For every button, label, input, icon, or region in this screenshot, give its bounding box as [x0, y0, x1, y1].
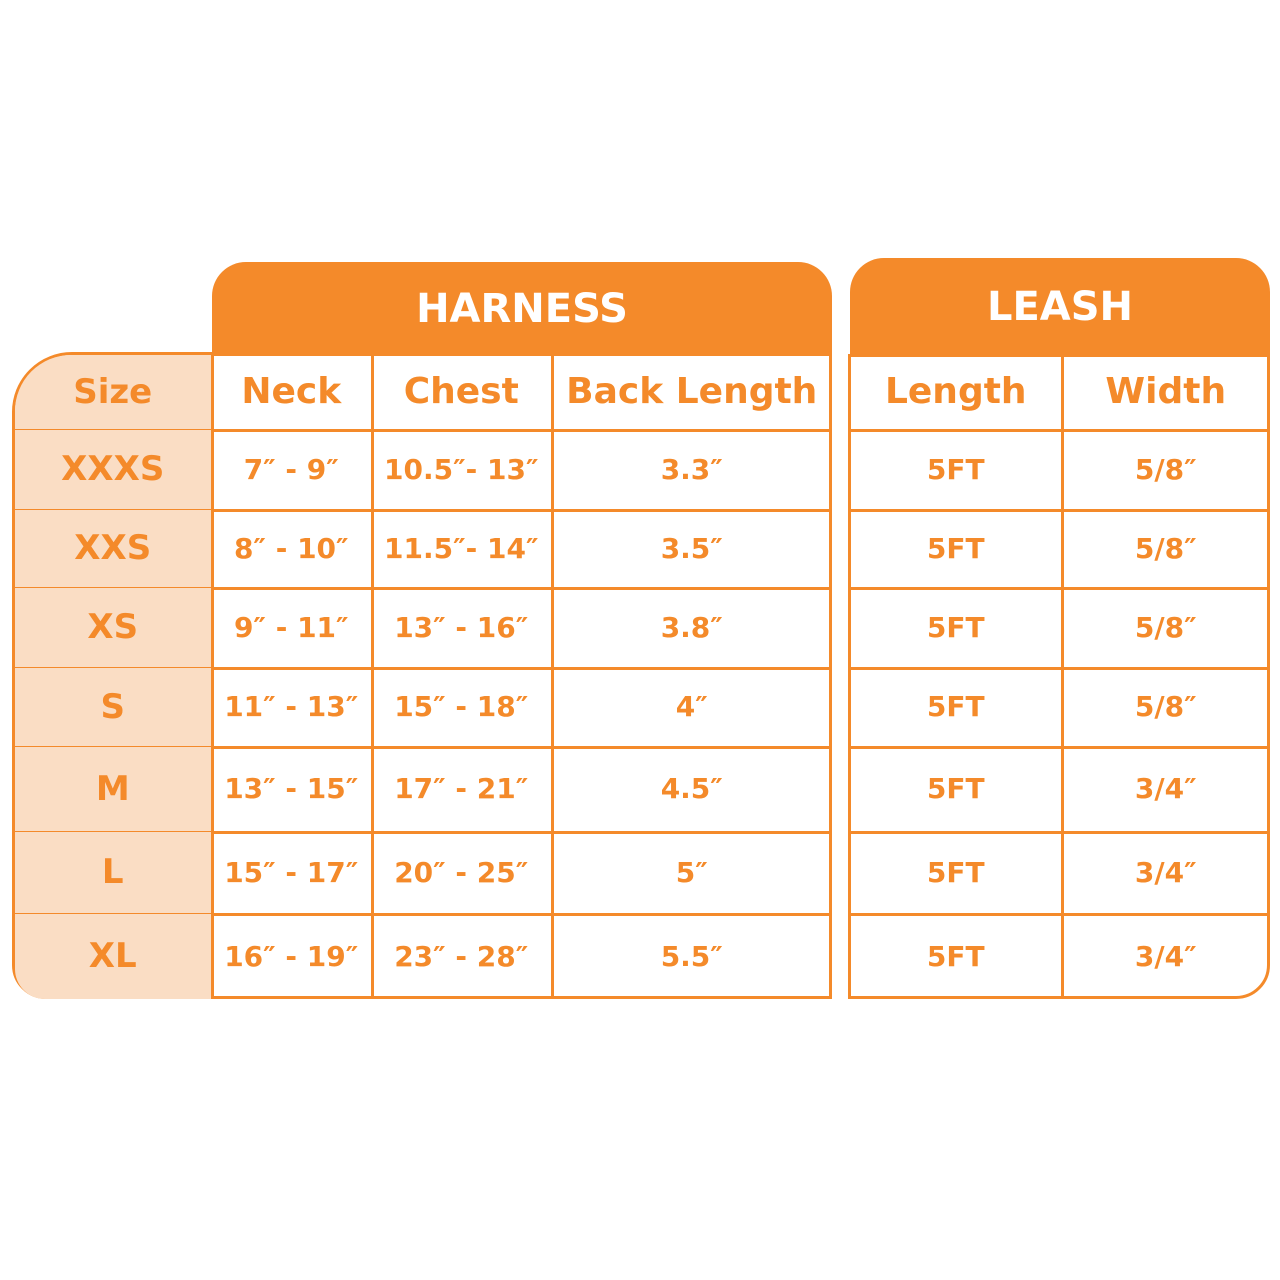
- table-cell: 5FT: [851, 668, 1064, 749]
- table-cell: 5FT: [851, 588, 1064, 670]
- table-cell: 3.8″: [552, 588, 832, 670]
- table-cell: 8″ - 10″: [212, 510, 374, 590]
- header-chest: Chest: [372, 355, 554, 432]
- table-cell: 11″ - 13″: [212, 668, 374, 749]
- size-label: XS: [15, 588, 214, 670]
- table-cell: 5FT: [851, 510, 1064, 590]
- table-cell: 5/8″: [1062, 668, 1270, 749]
- table-cell: 7″ - 9″: [212, 430, 374, 512]
- header-leash-length: Length: [851, 355, 1064, 432]
- harness-table: [12, 352, 832, 999]
- table-cell: 17″ - 21″: [372, 747, 554, 834]
- table-cell: 23″ - 28″: [372, 914, 554, 999]
- table-cell: 5FT: [851, 832, 1064, 916]
- header-back-length: Back Length: [552, 355, 832, 432]
- table-cell: 20″ - 25″: [372, 832, 554, 916]
- table-cell: 3.3″: [552, 430, 832, 512]
- header-neck: Neck: [212, 355, 374, 432]
- leash-title: LEASH: [850, 258, 1270, 356]
- table-cell: 15″ - 17″: [212, 832, 374, 916]
- size-label: L: [15, 832, 214, 916]
- table-cell: 5FT: [851, 430, 1064, 512]
- harness-title: HARNESS: [212, 262, 832, 356]
- table-cell: 13″ - 15″: [212, 747, 374, 834]
- table-cell: 11.5″- 14″: [372, 510, 554, 590]
- table-cell: 5FT: [851, 914, 1064, 999]
- header-leash-width: Width: [1062, 355, 1270, 432]
- size-label: S: [15, 668, 214, 749]
- table-cell: 9″ - 11″: [212, 588, 374, 670]
- table-cell: 3.5″: [552, 510, 832, 590]
- table-cell: 5.5″: [660, 939, 723, 973]
- table-cell: 16″ - 19″: [212, 914, 374, 999]
- table-cell: 5/8″: [1062, 430, 1270, 512]
- table-cell: 4.5″: [552, 747, 832, 834]
- table-cell: 3/4″: [1062, 747, 1270, 834]
- table-cell: 13″ - 16″: [372, 588, 554, 670]
- size-label: XL: [15, 914, 214, 999]
- size-label: M: [15, 747, 214, 834]
- table-cell: 5FT: [851, 747, 1064, 834]
- table-cell: 15″ - 18″: [372, 668, 554, 749]
- size-label: XXXS: [15, 430, 214, 512]
- table-cell: 5″: [552, 832, 832, 916]
- header-size: Size: [15, 355, 214, 432]
- table-cell: 5/8″: [1062, 510, 1270, 590]
- table-cell: 10.5″- 13″: [372, 430, 554, 512]
- table-cell: 3/4″: [1134, 939, 1197, 973]
- table-cell: 4″: [552, 668, 832, 749]
- table-cell: 3/4″: [1062, 832, 1270, 916]
- table-cell: 5/8″: [1062, 588, 1270, 670]
- size-label: XXS: [15, 510, 214, 590]
- leash-table: [848, 354, 1270, 999]
